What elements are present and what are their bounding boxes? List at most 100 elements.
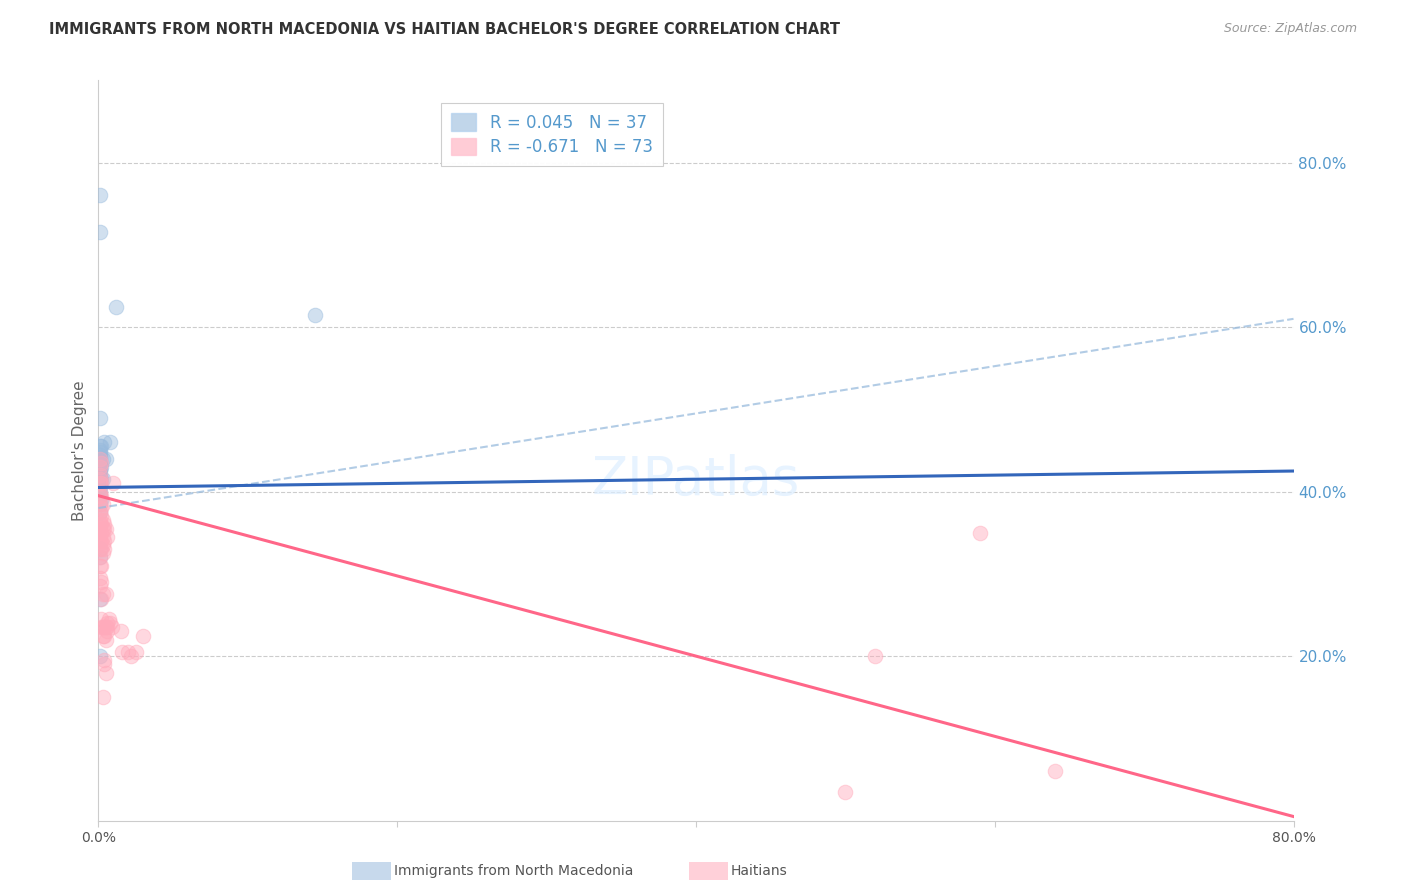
Point xyxy=(93,542,115,557)
Point xyxy=(90,517,112,532)
Point xyxy=(103,476,125,491)
Point xyxy=(120,649,142,664)
Point xyxy=(125,645,148,659)
Point xyxy=(90,459,112,474)
Point xyxy=(89,530,111,544)
Point xyxy=(89,472,111,486)
Point xyxy=(93,628,115,642)
Point xyxy=(111,645,134,659)
Point xyxy=(89,558,111,573)
Point xyxy=(89,453,111,467)
Point xyxy=(90,525,112,540)
Point xyxy=(91,497,114,511)
Point xyxy=(89,591,111,606)
Point xyxy=(89,513,111,527)
Point xyxy=(90,591,112,606)
Point xyxy=(98,616,122,631)
Point xyxy=(89,459,111,474)
Text: Haitians: Haitians xyxy=(731,863,787,878)
Point xyxy=(96,620,118,634)
Point xyxy=(89,451,111,466)
Point xyxy=(89,649,111,664)
Point xyxy=(89,443,111,458)
Point xyxy=(90,575,112,590)
Point xyxy=(1043,764,1066,779)
Point xyxy=(98,435,122,450)
Point xyxy=(91,472,114,486)
Point xyxy=(89,226,111,240)
Point xyxy=(90,456,112,470)
Point xyxy=(93,653,115,667)
Point xyxy=(94,451,117,466)
Point xyxy=(93,657,115,672)
Point xyxy=(89,445,111,459)
Point xyxy=(89,448,111,462)
Point xyxy=(94,665,117,680)
Point xyxy=(89,458,111,473)
Point xyxy=(89,517,111,532)
Point xyxy=(91,620,114,634)
Point xyxy=(90,489,112,503)
Point xyxy=(90,492,112,507)
Point xyxy=(89,461,111,475)
Point xyxy=(90,472,112,486)
Point xyxy=(89,476,111,491)
Point xyxy=(91,546,114,560)
Point xyxy=(93,533,115,548)
Text: IMMIGRANTS FROM NORTH MACEDONIA VS HAITIAN BACHELOR'S DEGREE CORRELATION CHART: IMMIGRANTS FROM NORTH MACEDONIA VS HAITI… xyxy=(49,22,841,37)
Point xyxy=(90,476,112,491)
Point xyxy=(94,632,117,647)
Point xyxy=(304,308,326,322)
Point xyxy=(89,497,111,511)
Point xyxy=(94,587,117,601)
Point xyxy=(89,451,111,466)
Point xyxy=(89,480,111,494)
Point xyxy=(89,550,111,565)
Point xyxy=(89,542,111,557)
Point xyxy=(89,522,111,536)
Point xyxy=(105,300,128,314)
Point xyxy=(91,451,114,466)
Point xyxy=(90,439,112,453)
Point xyxy=(865,649,887,664)
Point xyxy=(90,509,112,524)
Point xyxy=(96,530,118,544)
Point xyxy=(132,628,155,642)
Point xyxy=(969,525,991,540)
Point xyxy=(91,628,114,642)
Point xyxy=(89,456,111,470)
Point xyxy=(91,690,114,705)
Point xyxy=(93,522,115,536)
Point xyxy=(96,624,118,639)
Point xyxy=(101,620,124,634)
Point xyxy=(90,612,112,626)
Point xyxy=(89,550,111,565)
Point xyxy=(93,517,115,532)
Text: ZIPatlas: ZIPatlas xyxy=(592,454,800,506)
Point xyxy=(110,624,132,639)
Point xyxy=(89,476,111,491)
Point xyxy=(117,645,139,659)
Point xyxy=(89,542,111,557)
Point xyxy=(96,616,118,631)
Point xyxy=(89,505,111,519)
Point xyxy=(89,450,111,464)
Point xyxy=(89,484,111,499)
Point xyxy=(89,489,111,503)
Point xyxy=(89,439,111,453)
Point xyxy=(89,533,111,548)
Point xyxy=(834,785,856,799)
Point xyxy=(89,505,111,519)
Point xyxy=(90,558,112,573)
Point xyxy=(91,513,114,527)
Point xyxy=(89,468,111,483)
Point xyxy=(89,410,111,425)
Point xyxy=(91,538,114,552)
Point xyxy=(89,484,111,499)
Point xyxy=(90,533,112,548)
Y-axis label: Bachelor's Degree: Bachelor's Degree xyxy=(72,380,87,521)
Point xyxy=(91,587,114,601)
Point xyxy=(91,522,114,536)
Point xyxy=(94,620,117,634)
Point xyxy=(94,522,117,536)
